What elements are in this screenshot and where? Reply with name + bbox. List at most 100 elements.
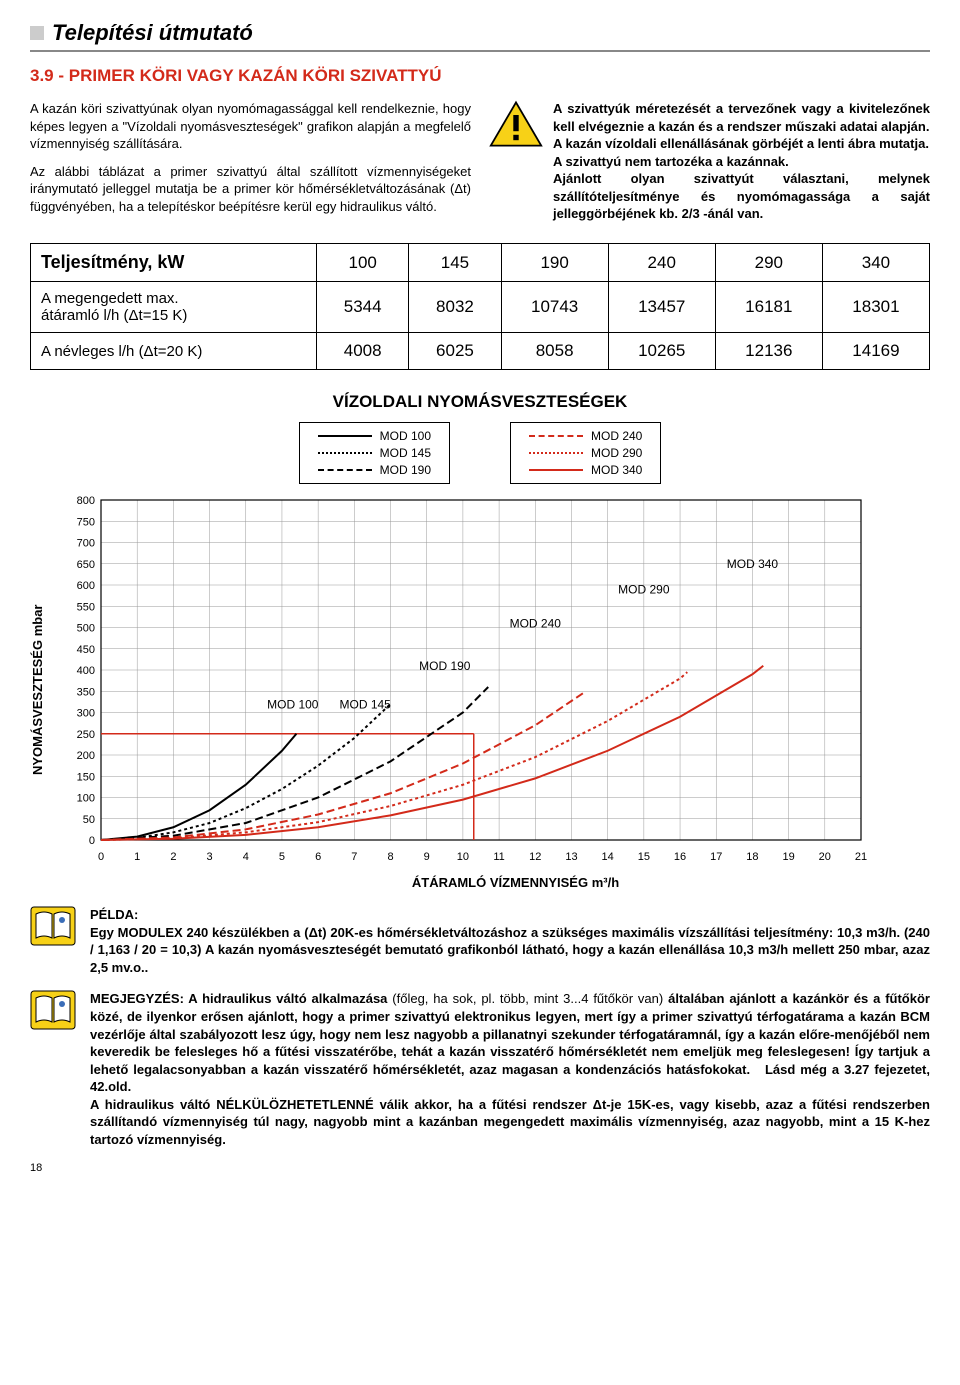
legend-item: MOD 240 <box>529 429 642 443</box>
table-cell: 14169 <box>822 333 929 370</box>
svg-text:700: 700 <box>77 538 95 550</box>
table-col: 240 <box>608 244 715 282</box>
example-note: PÉLDA: Egy MODULEX 240 készülékben a (Δt… <box>30 906 930 976</box>
svg-text:7: 7 <box>351 851 357 863</box>
chart-legend: MOD 100MOD 145MOD 190 MOD 240MOD 290MOD … <box>30 422 930 484</box>
example-text: PÉLDA: Egy MODULEX 240 készülékben a (Δt… <box>90 906 930 976</box>
table-cell: 18301 <box>822 282 929 333</box>
table-row-label: A névleges l/h (Δt=20 K) <box>31 333 317 370</box>
table-cell: 13457 <box>608 282 715 333</box>
legend-right: MOD 240 MOD 290 MOD 340 <box>510 422 661 484</box>
svg-text:100: 100 <box>77 793 95 805</box>
table-cell: 5344 <box>317 282 409 333</box>
chart-area: NYOMÁSVESZTESÉG mbar 0123456789101112131… <box>30 490 930 890</box>
svg-text:9: 9 <box>424 851 430 863</box>
svg-text:750: 750 <box>77 517 95 529</box>
example-label: PÉLDA: <box>90 907 138 922</box>
svg-text:600: 600 <box>77 580 95 592</box>
table-cell: 8032 <box>409 282 501 333</box>
table-col: 100 <box>317 244 409 282</box>
table-col: 145 <box>409 244 501 282</box>
warning-icon <box>489 100 543 225</box>
chart-title: VÍZOLDALI NYOMÁSVESZTESÉGEK <box>30 392 930 412</box>
svg-text:MOD 145: MOD 145 <box>340 698 392 712</box>
legend-item: MOD 340 <box>529 463 642 477</box>
book-icon <box>30 990 76 1148</box>
table-col: 290 <box>715 244 822 282</box>
intro-right: A szivattyúk méretezését a tervezőnek va… <box>489 100 930 225</box>
page-header: Telepítési útmutató <box>30 20 930 52</box>
svg-text:550: 550 <box>77 602 95 614</box>
table-cell: 10743 <box>501 282 608 333</box>
remark-note: MEGJEGYZÉS: A hidraulikus váltó alkalmaz… <box>30 990 930 1148</box>
svg-text:3: 3 <box>207 851 213 863</box>
section-title: 3.9 - PRIMER KÖRI VAGY KAZÁN KÖRI SZIVAT… <box>30 66 930 86</box>
table-cell: 16181 <box>715 282 822 333</box>
svg-text:MOD 100: MOD 100 <box>267 698 319 712</box>
svg-text:21: 21 <box>855 851 867 863</box>
svg-text:MOD 240: MOD 240 <box>510 617 562 631</box>
svg-text:450: 450 <box>77 644 95 656</box>
remark-paren: (főleg, ha sok, pl. több, mint 3...4 fűt… <box>392 991 663 1006</box>
table-row: A megengedett max. átáramló l/h (Δt=15 K… <box>31 282 930 333</box>
svg-text:4: 4 <box>243 851 249 863</box>
table-row: A névleges l/h (Δt=20 K) 4008 6025 8058 … <box>31 333 930 370</box>
svg-text:MOD 190: MOD 190 <box>419 659 471 673</box>
table-col: 340 <box>822 244 929 282</box>
svg-text:400: 400 <box>77 665 95 677</box>
chart-ylabel: NYOMÁSVESZTESÉG mbar <box>30 490 45 890</box>
svg-text:500: 500 <box>77 623 95 635</box>
svg-text:8: 8 <box>387 851 393 863</box>
chart-svg-container: 0123456789101112131415161718192021050100… <box>51 490 930 890</box>
intro-right-text: A szivattyúk méretezését a tervezőnek va… <box>553 100 930 225</box>
svg-text:250: 250 <box>77 729 95 741</box>
legend-item: MOD 145 <box>318 446 431 460</box>
svg-text:13: 13 <box>565 851 577 863</box>
svg-text:10: 10 <box>457 851 469 863</box>
chart-xlabel: ÁTÁRAMLÓ VÍZMENNYISÉG m³/h <box>101 875 930 890</box>
svg-text:17: 17 <box>710 851 722 863</box>
legend-item: MOD 190 <box>318 463 431 477</box>
legend-left: MOD 100 MOD 145 MOD 190 <box>299 422 450 484</box>
svg-text:50: 50 <box>83 814 95 826</box>
svg-text:20: 20 <box>819 851 831 863</box>
table-header-row: Teljesítmény, kW 100 145 190 240 290 340 <box>31 244 930 282</box>
table-cell: 10265 <box>608 333 715 370</box>
svg-text:0: 0 <box>89 835 95 847</box>
svg-text:650: 650 <box>77 559 95 571</box>
table-cell: 4008 <box>317 333 409 370</box>
example-body: Egy MODULEX 240 készülékben a (Δt) 20K-e… <box>90 925 930 975</box>
remark-p2: A hidraulikus váltó NÉLKÜLÖZHETETLENNÉ v… <box>90 1097 930 1147</box>
table-col: 190 <box>501 244 608 282</box>
svg-text:0: 0 <box>98 851 104 863</box>
remark-text: MEGJEGYZÉS: A hidraulikus váltó alkalmaz… <box>90 990 930 1148</box>
svg-text:14: 14 <box>602 851 614 863</box>
svg-text:150: 150 <box>77 772 95 784</box>
legend-item: MOD 290 <box>529 446 642 460</box>
svg-text:350: 350 <box>77 687 95 699</box>
intro-p2: Az alábbi táblázat a primer szivattyú ál… <box>30 163 471 216</box>
legend-item: MOD 100 <box>318 429 431 443</box>
svg-text:12: 12 <box>529 851 541 863</box>
svg-text:800: 800 <box>77 495 95 507</box>
performance-table: Teljesítmény, kW 100 145 190 240 290 340… <box>30 243 930 370</box>
book-icon <box>30 906 76 976</box>
svg-text:200: 200 <box>77 750 95 762</box>
svg-text:MOD 340: MOD 340 <box>727 557 779 571</box>
table-row-label: A megengedett max. átáramló l/h (Δt=15 K… <box>31 282 317 333</box>
svg-text:2: 2 <box>170 851 176 863</box>
svg-text:16: 16 <box>674 851 686 863</box>
svg-text:18: 18 <box>746 851 758 863</box>
table-header-label: Teljesítmény, kW <box>31 244 317 282</box>
intro-left: A kazán köri szivattyúnak olyan nyomómag… <box>30 100 471 225</box>
svg-text:15: 15 <box>638 851 650 863</box>
table-cell: 12136 <box>715 333 822 370</box>
table-cell: 8058 <box>501 333 608 370</box>
svg-text:6: 6 <box>315 851 321 863</box>
svg-text:11: 11 <box>493 851 504 863</box>
intro-columns: A kazán köri szivattyúnak olyan nyomómag… <box>30 100 930 225</box>
remark-label: MEGJEGYZÉS: A hidraulikus váltó alkalmaz… <box>90 991 387 1006</box>
table-cell: 6025 <box>409 333 501 370</box>
svg-text:MOD 290: MOD 290 <box>618 583 670 597</box>
pressure-chart: 0123456789101112131415161718192021050100… <box>51 490 871 870</box>
